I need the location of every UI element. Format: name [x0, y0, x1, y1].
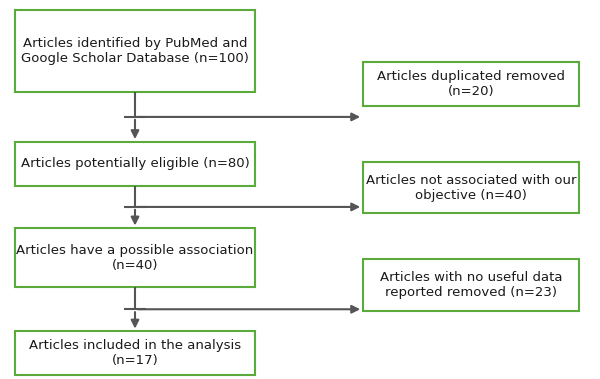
FancyBboxPatch shape [363, 162, 579, 213]
FancyBboxPatch shape [15, 228, 255, 287]
Text: Articles included in the analysis
(n=17): Articles included in the analysis (n=17) [29, 339, 241, 367]
Text: Articles potentially eligible (n=80): Articles potentially eligible (n=80) [20, 157, 250, 170]
FancyBboxPatch shape [15, 142, 255, 186]
FancyBboxPatch shape [15, 11, 255, 92]
Text: Articles duplicated removed
(n=20): Articles duplicated removed (n=20) [377, 70, 565, 98]
Text: Articles have a possible association
(n=40): Articles have a possible association (n=… [16, 244, 254, 272]
FancyBboxPatch shape [363, 259, 579, 311]
Text: Articles with no useful data
reported removed (n=23): Articles with no useful data reported re… [380, 271, 562, 299]
FancyBboxPatch shape [363, 63, 579, 106]
Text: Articles not associated with our
objective (n=40): Articles not associated with our objecti… [366, 174, 576, 202]
FancyBboxPatch shape [15, 331, 255, 375]
Text: Articles identified by PubMed and
Google Scholar Database (n=100): Articles identified by PubMed and Google… [21, 37, 249, 65]
